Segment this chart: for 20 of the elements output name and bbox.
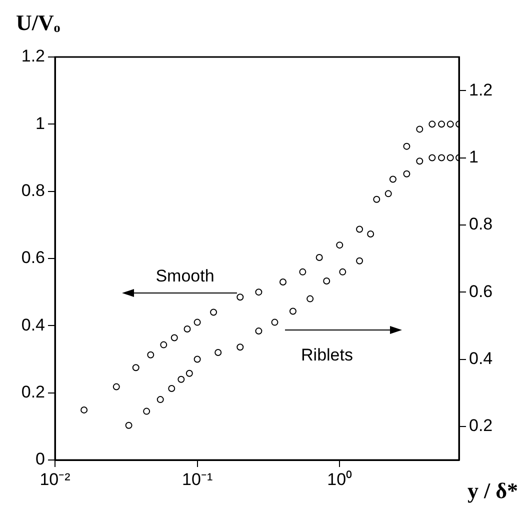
series-label: Smooth — [156, 266, 214, 286]
y2-tick-label: 1 — [469, 147, 478, 166]
x-tick-label: 10⁻² — [40, 470, 71, 489]
x-axis-title: y / δ* — [467, 478, 518, 504]
y-tick-label: 0.8 — [21, 181, 45, 200]
x-tick-label: 10⁰ — [327, 470, 352, 489]
y-tick-label: 0 — [36, 450, 45, 469]
y2-tick-label: 0.8 — [469, 214, 493, 234]
y2-tick-label: 0.4 — [469, 348, 493, 368]
y-tick-label: 0.6 — [21, 248, 45, 268]
y2-tick-label: 0.2 — [469, 416, 493, 436]
x-tick-label: 10⁻¹ — [182, 470, 213, 489]
y-tick-label: 1.2 — [21, 46, 45, 66]
y-tick-label: 1 — [36, 114, 45, 133]
y-axis-title: U/Vₒ — [16, 10, 60, 36]
y2-tick-label: 1.2 — [469, 80, 493, 100]
y2-tick-label: 0.6 — [469, 282, 493, 301]
y-tick-label: 0.4 — [21, 315, 45, 334]
series-label: Riblets — [301, 346, 353, 365]
y-tick-label: 0.2 — [21, 382, 45, 402]
